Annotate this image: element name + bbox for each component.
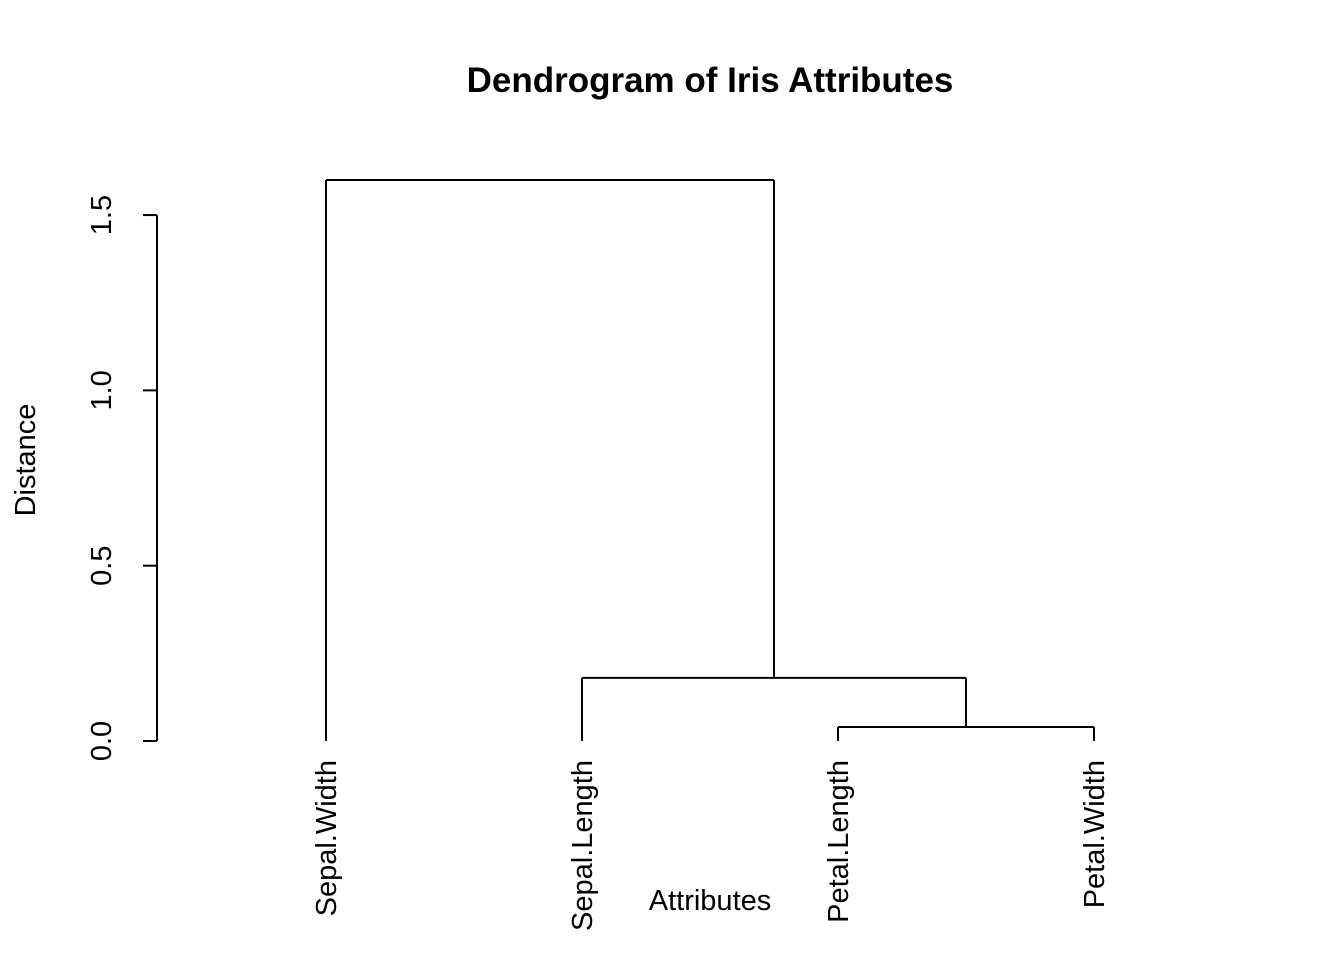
y-tick-label: 0.0 xyxy=(86,721,118,761)
y-tick-label: 1.5 xyxy=(86,195,118,235)
dendrogram-branches xyxy=(325,179,1095,741)
y-axis-label: Distance xyxy=(10,404,42,517)
leaf-label: Petal.Width xyxy=(1079,760,1111,908)
leaf-labels: Sepal.Width Sepal.Length Petal.Length Petal… xyxy=(311,760,1111,931)
leaf-label: Sepal.Width xyxy=(311,760,343,916)
leaf-label: Sepal.Length xyxy=(567,760,599,931)
x-axis-label: Attributes xyxy=(649,885,772,917)
y-tick-label: 1.0 xyxy=(86,370,118,410)
leaf-label: Petal.Length xyxy=(823,760,855,923)
y-tick-label: 0.5 xyxy=(86,546,118,586)
chart-title: Dendrogram of Iris Attributes xyxy=(467,61,954,100)
y-axis: 0.0 0.5 1.0 1.5 xyxy=(86,195,158,761)
